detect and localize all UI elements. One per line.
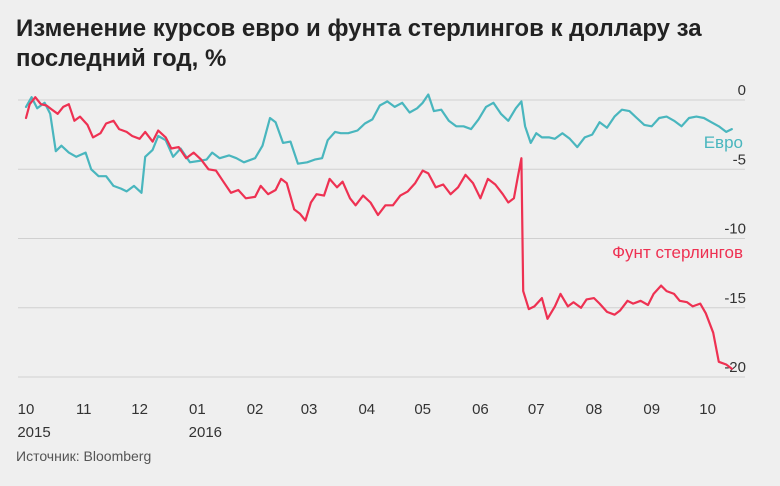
source-note: Источник: Bloomberg	[16, 448, 152, 464]
y-tick-label: -5	[733, 151, 746, 168]
series-labels: Евро Фунт стерлингов	[612, 133, 743, 262]
series-label-pound: Фунт стерлингов	[612, 243, 743, 262]
x-tick-label: 08	[586, 401, 603, 418]
x-tick-label: 06	[472, 401, 489, 418]
grid-lines	[18, 99, 745, 378]
x-tick-label: 01	[189, 401, 206, 418]
chart-title: Изменение курсов евро и фунта стерлингов…	[16, 15, 702, 72]
y-axis-ticks: 0 -5 -10 -15 -20	[724, 82, 746, 376]
x-tick-label: 10	[699, 401, 716, 418]
y-tick-label: -10	[724, 221, 746, 238]
x-tick-label: 09	[643, 401, 660, 418]
x-tick-label: 07	[528, 401, 545, 418]
x-tick-year-label: 2015	[17, 424, 50, 441]
x-tick-label: 05	[414, 401, 431, 418]
x-tick-label: 11	[76, 401, 92, 418]
x-tick-label: 04	[358, 401, 375, 418]
x-tick-label: 10	[18, 401, 35, 418]
x-axis-ticks: 10 2015 11 12 01 2016 02 03 04 05 06 07 08 09 10	[17, 401, 716, 441]
series-lines	[24, 93, 733, 370]
y-tick-label: -15	[724, 290, 746, 307]
series-line-pound	[24, 96, 733, 370]
x-tick-label: 12	[131, 401, 148, 418]
series-line-euro	[24, 93, 733, 194]
x-tick-label: 02	[247, 401, 264, 418]
y-tick-label: 0	[738, 82, 746, 99]
y-tick-label: -20	[724, 359, 746, 376]
x-tick-label: 03	[301, 401, 318, 418]
x-tick-year-label: 2016	[189, 424, 222, 441]
series-label-euro: Евро	[704, 133, 743, 152]
